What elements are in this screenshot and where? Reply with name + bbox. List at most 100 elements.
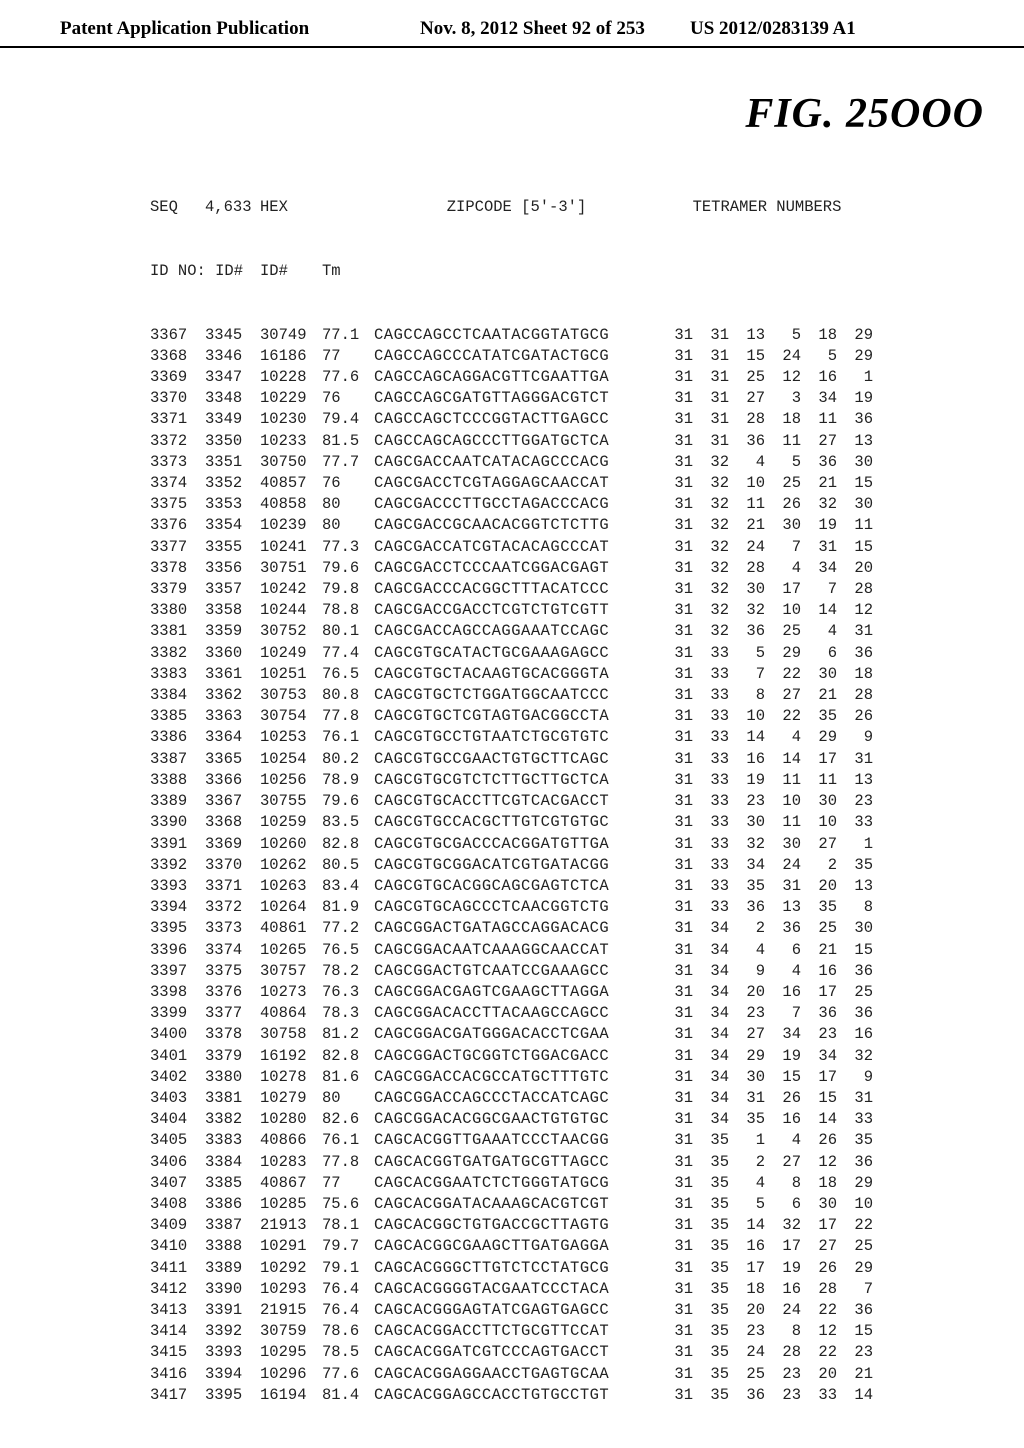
cell-tetramer: 34 — [695, 1046, 731, 1067]
cell-tetramer: 12 — [839, 600, 875, 621]
cell-tetramer: 4 — [767, 1130, 803, 1151]
cell-tetramer: 4 — [767, 727, 803, 748]
cell-tetramer: 35 — [803, 706, 839, 727]
cell-tetramer: 26 — [767, 494, 803, 515]
cell-zip: CAGCGGACTGTCAATCCGAAAGCC — [374, 961, 659, 982]
cell-tetramer: 17 — [767, 579, 803, 600]
cell-tetramer: 13 — [767, 897, 803, 918]
cell-hex: 30755 — [260, 791, 322, 812]
cell-seq: 3380 — [150, 600, 205, 621]
cell-id: 3346 — [205, 346, 260, 367]
cell-hex: 40857 — [260, 473, 322, 494]
cell-tetramer: 30 — [803, 791, 839, 812]
cell-tetramer: 16 — [803, 961, 839, 982]
cell-id: 3378 — [205, 1024, 260, 1045]
cell-tetramer: 19 — [803, 515, 839, 536]
cell-seq: 3377 — [150, 537, 205, 558]
cell-zip: CAGCACGGAATCTCTGGGTATGCG — [374, 1173, 659, 1194]
cell-tetramer: 34 — [695, 1088, 731, 1109]
cell-tetramer: 22 — [767, 706, 803, 727]
cell-tetramer: 20 — [731, 982, 767, 1003]
cell-zip: CAGCGTGCACGGCAGCGAGTCTCA — [374, 876, 659, 897]
cell-tetramer: 30 — [731, 812, 767, 833]
cell-seq: 3368 — [150, 346, 205, 367]
cell-tetramer: 1 — [731, 1130, 767, 1151]
cell-tetramer: 14 — [731, 1215, 767, 1236]
cell-tetramer: 12 — [767, 367, 803, 388]
cell-tetramer: 22 — [803, 1342, 839, 1363]
cell-seq: 3381 — [150, 621, 205, 642]
cell-tetramer: 29 — [731, 1046, 767, 1067]
cell-tetramer: 31 — [659, 1109, 695, 1130]
cell-seq: 3382 — [150, 643, 205, 664]
cell-tetramer: 20 — [731, 1300, 767, 1321]
table-row: 338833661025678.9CAGCGTGCGTCTCTTGCTTGCTC… — [150, 770, 875, 791]
cell-tetramer: 31 — [659, 579, 695, 600]
cell-tetramer: 31 — [695, 367, 731, 388]
cell-tetramer: 21 — [803, 685, 839, 706]
cell-tetramer: 2 — [803, 855, 839, 876]
cell-hex: 10256 — [260, 770, 322, 791]
cell-tm: 77.8 — [322, 706, 374, 727]
cell-tm: 76.5 — [322, 940, 374, 961]
cell-tetramer: 23 — [731, 1003, 767, 1024]
cell-tetramer: 31 — [659, 685, 695, 706]
cell-seq: 3369 — [150, 367, 205, 388]
cell-tetramer: 31 — [659, 452, 695, 473]
cell-hex: 16192 — [260, 1046, 322, 1067]
table-row: 337133491023079.4CAGCCAGCTCCCGGTACTTGAGC… — [150, 409, 875, 430]
table-row: 337233501023381.5CAGCCAGCAGCCCTTGGATGCTC… — [150, 431, 875, 452]
cell-tetramer: 11 — [803, 409, 839, 430]
cell-zip: CAGCACGGCGAAGCTTGATGAGGA — [374, 1236, 659, 1257]
cell-tetramer: 33 — [839, 812, 875, 833]
cell-tetramer: 32 — [731, 834, 767, 855]
cell-tetramer: 11 — [767, 431, 803, 452]
cell-tetramer: 11 — [767, 770, 803, 791]
cell-seq: 3399 — [150, 1003, 205, 1024]
cell-hex: 40858 — [260, 494, 322, 515]
cell-tetramer: 15 — [839, 1321, 875, 1342]
cell-tetramer: 25 — [731, 367, 767, 388]
cell-id: 3391 — [205, 1300, 260, 1321]
cell-zip: CAGCACGGGCTTGTCTCCTATGCG — [374, 1258, 659, 1279]
cell-seq: 3388 — [150, 770, 205, 791]
col-hex-header: HEX — [260, 197, 322, 218]
cell-tm: 78.5 — [322, 1342, 374, 1363]
cell-tm: 76.4 — [322, 1300, 374, 1321]
cell-zip: CAGCCAGCCCATATCGATACTGCG — [374, 346, 659, 367]
cell-hex: 10253 — [260, 727, 322, 748]
cell-tetramer: 35 — [695, 1215, 731, 1236]
table-row: 338033581024478.8CAGCGACCGACCTCGTCTGTCGT… — [150, 600, 875, 621]
cell-tetramer: 31 — [659, 918, 695, 939]
cell-tetramer: 28 — [803, 1279, 839, 1300]
cell-zip: CAGCCAGCAGGACGTTCGAATTGA — [374, 367, 659, 388]
cell-tetramer: 28 — [839, 579, 875, 600]
cell-tetramer: 32 — [839, 1046, 875, 1067]
cell-tetramer: 31 — [659, 812, 695, 833]
cell-tetramer: 16 — [803, 367, 839, 388]
cell-zip: CAGCGTGCTCGTAGTGACGGCCTA — [374, 706, 659, 727]
cell-hex: 30751 — [260, 558, 322, 579]
cell-tetramer: 26 — [839, 706, 875, 727]
cell-seq: 3383 — [150, 664, 205, 685]
cell-tetramer: 31 — [659, 834, 695, 855]
cell-tetramer: 24 — [767, 346, 803, 367]
cell-tetramer: 36 — [731, 431, 767, 452]
cell-hex: 10264 — [260, 897, 322, 918]
cell-tetramer: 13 — [839, 770, 875, 791]
col-tet-header: TETRAMER NUMBERS — [659, 197, 875, 218]
cell-tetramer: 2 — [731, 1152, 767, 1173]
cell-seq: 3408 — [150, 1194, 205, 1215]
cell-tetramer: 30 — [803, 664, 839, 685]
header-right: US 2012/0283139 A1 — [690, 18, 856, 40]
cell-tm: 78.6 — [322, 1321, 374, 1342]
cell-tetramer: 35 — [695, 1364, 731, 1385]
cell-tetramer: 36 — [839, 409, 875, 430]
cell-seq: 3406 — [150, 1152, 205, 1173]
cell-tetramer: 33 — [695, 664, 731, 685]
cell-seq: 3379 — [150, 579, 205, 600]
cell-hex: 10228 — [260, 367, 322, 388]
cell-hex: 10241 — [260, 537, 322, 558]
cell-seq: 3386 — [150, 727, 205, 748]
cell-tetramer: 31 — [659, 1279, 695, 1300]
